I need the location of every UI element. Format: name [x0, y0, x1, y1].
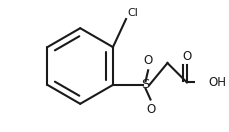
Text: S: S: [141, 78, 149, 91]
Text: Cl: Cl: [126, 8, 137, 18]
Text: OH: OH: [207, 76, 225, 89]
Text: O: O: [143, 54, 152, 67]
Text: O: O: [145, 103, 154, 116]
Text: O: O: [182, 50, 191, 63]
